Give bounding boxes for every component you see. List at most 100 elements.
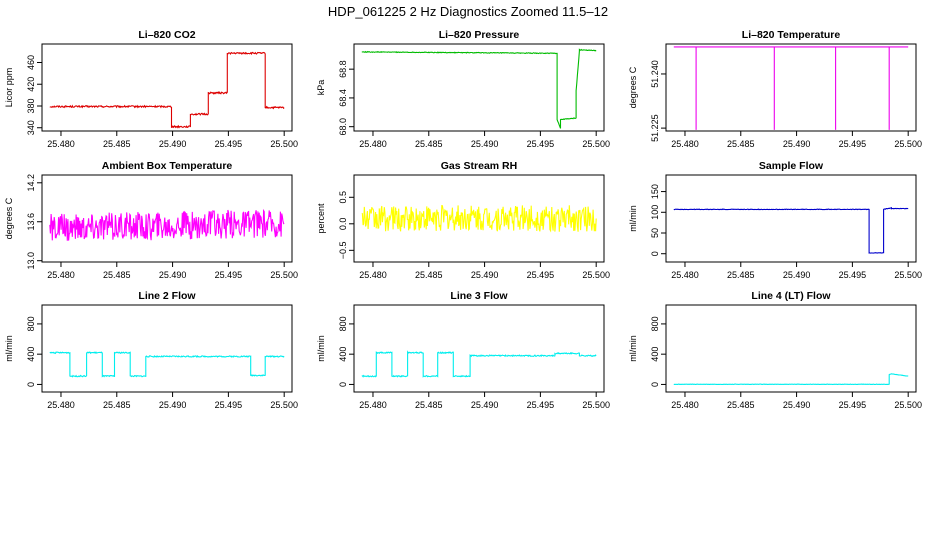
y-tick-label: 400: [338, 347, 348, 362]
y-tick-label: 68.8: [338, 60, 348, 78]
y-tick-label: 0: [338, 382, 348, 387]
y-axis-label: degrees C: [4, 197, 14, 239]
x-tick-label: 25.485: [415, 139, 443, 149]
series-line: [49, 351, 285, 378]
series-line: [673, 46, 909, 130]
x-tick-label: 25.480: [671, 270, 699, 280]
panel-1: Li–820 Pressure 25.480 25.485 25.490 25.495 2…: [316, 29, 610, 149]
y-tick-label: 400: [650, 347, 660, 362]
x-tick-label: 25.500: [582, 139, 610, 149]
panel-title: Sample Flow: [759, 160, 824, 172]
x-tick-label: 25.495: [839, 400, 867, 410]
y-tick-label: 100: [650, 205, 660, 220]
x-tick-label: 25.490: [471, 400, 499, 410]
y-tick-label: 800: [338, 316, 348, 331]
y-axis-label: ml/min: [628, 205, 638, 232]
y-tick-label: −0.5: [338, 241, 348, 259]
panel-title: Li–820 Pressure: [439, 29, 520, 41]
x-tick-label: 25.495: [527, 400, 555, 410]
x-tick-label: 25.490: [471, 139, 499, 149]
plot-frame: [665, 43, 917, 132]
x-tick-label: 25.490: [783, 400, 811, 410]
y-axis-label: ml/min: [316, 335, 326, 362]
x-tick-label: 25.490: [159, 400, 187, 410]
panel-title: Li–820 CO2: [138, 29, 195, 41]
y-tick-label: 51.240: [650, 60, 660, 88]
panel-3: Ambient Box Temperature 25.480 25.485 25.49…: [4, 160, 298, 280]
x-tick-label: 25.485: [415, 400, 443, 410]
panel-6: Line 2 Flow 25.480 25.485 25.490 25.495 25.50…: [4, 290, 298, 410]
x-tick-label: 25.480: [671, 400, 699, 410]
panel-0: Li–820 CO2 25.480 25.485 25.490 25.495 25.500…: [4, 29, 298, 149]
panel-7: Line 3 Flow 25.480 25.485 25.490 25.495 25.50…: [316, 290, 610, 410]
y-axis-label: degrees C: [628, 66, 638, 108]
x-tick-label: 25.480: [47, 139, 75, 149]
x-tick-label: 25.490: [159, 139, 187, 149]
x-tick-label: 25.500: [270, 270, 298, 280]
y-tick-label: 800: [26, 316, 36, 331]
y-tick-label: 420: [26, 77, 36, 92]
y-axis-label: ml/min: [628, 335, 638, 362]
figure-title: HDP_061225 2 Hz Diagnostics Zoomed 11.5–…: [328, 4, 608, 19]
series-line: [361, 350, 597, 378]
plot-frame: [353, 43, 605, 132]
y-tick-label: 13.6: [26, 213, 36, 231]
x-tick-label: 25.485: [727, 270, 755, 280]
series-line: [673, 373, 909, 385]
x-tick-label: 25.500: [582, 400, 610, 410]
y-tick-label: 400: [26, 347, 36, 362]
y-tick-label: 13.0: [26, 252, 36, 270]
y-axis-label: percent: [316, 203, 326, 234]
y-tick-label: 51.225: [650, 114, 660, 142]
y-tick-label: 0: [650, 382, 660, 387]
x-tick-label: 25.485: [727, 400, 755, 410]
series-line: [49, 208, 285, 241]
x-tick-label: 25.495: [215, 400, 243, 410]
x-tick-label: 25.480: [47, 270, 75, 280]
x-tick-label: 25.485: [103, 270, 131, 280]
x-tick-label: 25.480: [359, 400, 387, 410]
x-tick-label: 25.490: [783, 270, 811, 280]
y-tick-label: 0.0: [338, 218, 348, 231]
x-tick-label: 25.490: [159, 270, 187, 280]
y-tick-label: 150: [650, 184, 660, 199]
plot-frame: [41, 304, 293, 393]
x-tick-label: 25.480: [47, 400, 75, 410]
x-tick-label: 25.495: [215, 270, 243, 280]
panel-title: Li–820 Temperature: [742, 29, 841, 41]
panel-8: Line 4 (LT) Flow 25.480 25.485 25.490 25.495…: [628, 290, 922, 410]
x-tick-label: 25.495: [839, 139, 867, 149]
y-tick-label: 380: [26, 98, 36, 113]
plot-frame: [665, 174, 917, 263]
y-tick-label: 460: [26, 55, 36, 70]
y-axis-label: Licor ppm: [4, 68, 14, 108]
y-tick-label: 68.0: [338, 118, 348, 136]
plot-frame: [41, 174, 293, 263]
x-tick-label: 25.490: [471, 270, 499, 280]
x-tick-label: 25.480: [359, 270, 387, 280]
series-line: [361, 48, 597, 129]
plot-frame: [353, 174, 605, 263]
series-line: [49, 51, 285, 129]
y-tick-label: 0.5: [338, 191, 348, 204]
x-tick-label: 25.495: [527, 270, 555, 280]
panel-title: Line 2 Flow: [138, 290, 196, 302]
y-axis-label: ml/min: [4, 335, 14, 362]
y-tick-label: 50: [650, 228, 660, 238]
series-line: [673, 206, 909, 254]
plot-frame: [353, 304, 605, 393]
x-tick-label: 25.500: [894, 139, 922, 149]
y-tick-label: 68.4: [338, 89, 348, 107]
x-tick-label: 25.480: [359, 139, 387, 149]
x-tick-label: 25.500: [270, 400, 298, 410]
x-tick-label: 25.495: [527, 139, 555, 149]
y-tick-label: 340: [26, 120, 36, 135]
y-tick-label: 800: [650, 316, 660, 331]
x-tick-label: 25.500: [270, 139, 298, 149]
x-tick-label: 25.500: [582, 270, 610, 280]
x-tick-label: 25.485: [727, 139, 755, 149]
x-tick-label: 25.485: [103, 400, 131, 410]
plot-frame: [41, 43, 293, 132]
panel-title: Line 3 Flow: [450, 290, 508, 302]
